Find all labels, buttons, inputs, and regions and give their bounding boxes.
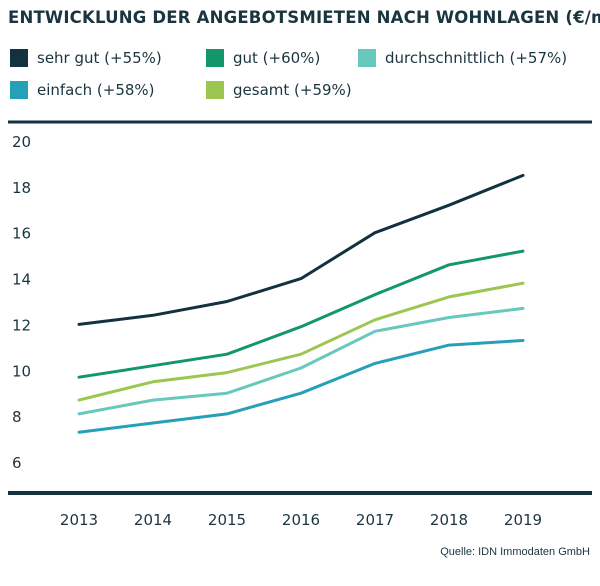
x-tick-label: 2016	[282, 511, 320, 529]
legend-swatch	[206, 81, 224, 99]
y-tick-label: 6	[12, 454, 22, 472]
legend-item-gesamt: gesamt (+59%)	[206, 79, 352, 101]
x-tick-label: 2014	[134, 511, 172, 529]
y-tick-label: 10	[12, 362, 31, 380]
y-tick-label: 12	[12, 316, 31, 334]
y-axis-ticks: 20 18 16 14 12 10 8 6	[12, 133, 31, 472]
y-tick-label: 18	[12, 179, 31, 197]
legend-item-sehr-gut: sehr gut (+55%)	[10, 47, 162, 69]
x-tick-label: 2015	[208, 511, 246, 529]
legend-label: gut (+60%)	[233, 49, 321, 67]
y-tick-label: 8	[12, 408, 22, 426]
legend-swatch	[358, 49, 376, 67]
series-line	[77, 173, 525, 326]
series-lines	[77, 173, 525, 434]
legend-swatch	[206, 49, 224, 67]
y-tick-label: 16	[12, 225, 31, 243]
y-tick-label: 14	[12, 271, 31, 289]
source-note: Quelle: IDN Immodaten GmbH	[440, 546, 590, 558]
x-axis-ticks: 2013 2014 2015 2016 2017 2018 2019	[60, 511, 542, 529]
legend-swatch	[10, 49, 28, 67]
x-tick-label: 2017	[356, 511, 394, 529]
series-line	[77, 249, 525, 379]
legend-item-einfach: einfach (+58%)	[10, 79, 155, 101]
chart-title: ENTWICKLUNG DER ANGEBOTSMIETEN NACH WOHN…	[8, 8, 600, 27]
x-tick-label: 2013	[60, 511, 98, 529]
legend-item-gut: gut (+60%)	[206, 47, 320, 69]
legend-item-durchschnittlich: durchschnittlich (+57%)	[358, 47, 567, 69]
legend-label: einfach (+58%)	[37, 81, 155, 99]
legend-label: gesamt (+59%)	[233, 81, 352, 99]
x-tick-label: 2019	[504, 511, 542, 529]
x-tick-label: 2018	[430, 511, 468, 529]
series-line	[77, 339, 525, 434]
legend-swatch	[10, 81, 28, 99]
series-line	[77, 281, 525, 402]
series-line	[77, 306, 525, 416]
y-tick-label: 20	[12, 133, 31, 151]
legend-label: durchschnittlich (+57%)	[385, 49, 568, 67]
legend-label: sehr gut (+55%)	[37, 49, 162, 67]
